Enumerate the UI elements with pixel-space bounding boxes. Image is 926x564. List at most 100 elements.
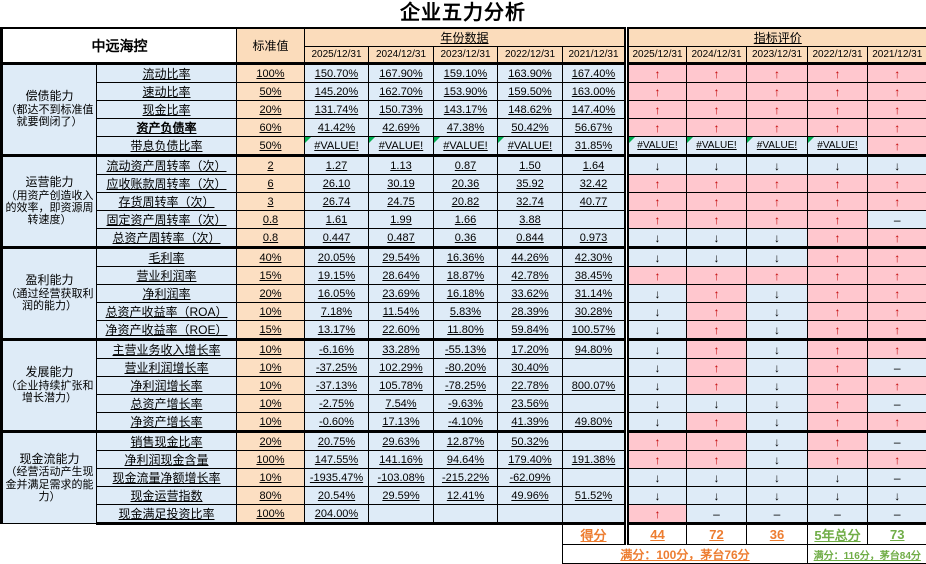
year-value-cell[interactable]: 0.36 bbox=[434, 229, 498, 248]
eval-cell-up[interactable]: ↑ bbox=[868, 413, 926, 432]
year-value-cell[interactable]: 0.844 bbox=[498, 229, 563, 248]
eval-cell-up[interactable]: ↑ bbox=[868, 193, 926, 211]
eval-cell-up[interactable]: ↑ bbox=[687, 267, 747, 285]
year-value-cell[interactable]: 30.28% bbox=[563, 303, 627, 321]
eval-cell-error[interactable]: #VALUE! bbox=[687, 137, 747, 156]
eval-date-header-cell[interactable]: 2024/12/31 bbox=[687, 47, 747, 64]
eval-cell-down[interactable]: ↓ bbox=[747, 377, 808, 395]
eval-cell-down[interactable]: ↓ bbox=[747, 413, 808, 432]
year-value-cell[interactable]: 16.18% bbox=[434, 285, 498, 303]
year-value-cell[interactable] bbox=[434, 505, 498, 524]
indicator-label-cell[interactable]: 固定资产周转率（次） bbox=[97, 211, 237, 229]
year-value-cell[interactable]: 29.54% bbox=[369, 248, 434, 267]
year-value-cell[interactable] bbox=[563, 505, 627, 524]
year-value-cell[interactable]: 19.15% bbox=[305, 267, 369, 285]
year-value-cell[interactable]: 23.69% bbox=[369, 285, 434, 303]
eval-cell-up[interactable]: ↑ bbox=[687, 359, 747, 377]
year-value-cell[interactable]: 17.20% bbox=[498, 340, 563, 359]
year-value-cell[interactable]: 20.82 bbox=[434, 193, 498, 211]
indicator-label-cell[interactable]: 现金比率 bbox=[97, 101, 237, 119]
eval-cell-up[interactable]: ↑ bbox=[627, 101, 687, 119]
standard-value-cell[interactable]: 15% bbox=[237, 267, 305, 285]
year-value-cell[interactable]: 179.40% bbox=[498, 451, 563, 469]
year-value-cell[interactable] bbox=[563, 211, 627, 229]
eval-cell-down[interactable]: ↓ bbox=[627, 285, 687, 303]
eval-cell-down[interactable]: ↓ bbox=[747, 248, 808, 267]
year-value-cell[interactable]: 12.87% bbox=[434, 432, 498, 451]
year-value-cell[interactable]: 191.38% bbox=[563, 451, 627, 469]
eval-cell-up[interactable]: ↑ bbox=[687, 285, 747, 303]
eval-cell-down[interactable]: ↓ bbox=[627, 413, 687, 432]
indicator-label-cell[interactable]: 带息负债比率 bbox=[97, 137, 237, 156]
indicator-label-cell[interactable]: 总资产增长率 bbox=[97, 395, 237, 413]
year-value-cell[interactable]: 22.60% bbox=[369, 321, 434, 340]
eval-cell-dash[interactable]: – bbox=[868, 395, 926, 413]
year-value-cell[interactable]: 147.40% bbox=[563, 101, 627, 119]
eval-cell-up[interactable]: ↑ bbox=[808, 175, 868, 193]
year-value-cell[interactable]: -6.16% bbox=[305, 340, 369, 359]
eval-cell-up[interactable]: ↑ bbox=[627, 267, 687, 285]
eval-cell-dash[interactable]: – bbox=[747, 505, 808, 524]
year-value-cell[interactable] bbox=[498, 505, 563, 524]
standard-value-cell[interactable]: 3 bbox=[237, 193, 305, 211]
year-value-cell[interactable]: 163.90% bbox=[498, 64, 563, 83]
indicator-label-cell[interactable]: 应收账款周转率（次） bbox=[97, 175, 237, 193]
year-value-cell[interactable]: 35.92 bbox=[498, 175, 563, 193]
eval-cell-error[interactable]: #VALUE! bbox=[808, 137, 868, 156]
year-date-header-cell[interactable]: 2023/12/31 bbox=[434, 47, 498, 64]
year-value-cell[interactable]: #VALUE! bbox=[498, 137, 563, 156]
year-date-header-cell[interactable]: 2021/12/31 bbox=[563, 47, 627, 64]
year-value-cell[interactable]: 0.487 bbox=[369, 229, 434, 248]
eval-cell-dash[interactable]: – bbox=[808, 505, 868, 524]
standard-value-cell[interactable]: 10% bbox=[237, 340, 305, 359]
standard-value-cell[interactable]: 10% bbox=[237, 377, 305, 395]
standard-value-cell[interactable]: 15% bbox=[237, 321, 305, 340]
eval-cell-down[interactable]: ↓ bbox=[627, 248, 687, 267]
eval-cell-up[interactable]: ↑ bbox=[868, 229, 926, 248]
year-value-cell[interactable]: -9.63% bbox=[434, 395, 498, 413]
eval-cell-up[interactable]: ↑ bbox=[808, 395, 868, 413]
indicator-label-cell[interactable]: 总资产周转率（次） bbox=[97, 229, 237, 248]
eval-cell-up[interactable]: ↑ bbox=[687, 451, 747, 469]
year-value-cell[interactable]: 147.55% bbox=[305, 451, 369, 469]
eval-cell-up[interactable]: ↑ bbox=[808, 413, 868, 432]
eval-cell-up[interactable]: ↑ bbox=[868, 267, 926, 285]
standard-value-cell[interactable]: 100% bbox=[237, 64, 305, 83]
year-value-cell[interactable]: 30.19 bbox=[369, 175, 434, 193]
eval-cell-down[interactable]: ↓ bbox=[747, 285, 808, 303]
year-value-cell[interactable]: 41.42% bbox=[305, 119, 369, 137]
eval-cell-up[interactable]: ↑ bbox=[868, 340, 926, 359]
indicator-label-cell[interactable]: 主营业务收入增长率 bbox=[97, 340, 237, 359]
indicator-label-cell[interactable]: 速动比率 bbox=[97, 83, 237, 101]
eval-cell-down[interactable]: ↓ bbox=[687, 395, 747, 413]
standard-value-cell[interactable]: 20% bbox=[237, 432, 305, 451]
year-value-cell[interactable]: 42.69% bbox=[369, 119, 434, 137]
indicator-label-cell[interactable]: 净资产增长率 bbox=[97, 413, 237, 432]
year-value-cell[interactable]: 38.45% bbox=[563, 267, 627, 285]
standard-value-cell[interactable]: 6 bbox=[237, 175, 305, 193]
year-value-cell[interactable]: 163.00% bbox=[563, 83, 627, 101]
eval-cell-down[interactable]: ↓ bbox=[687, 248, 747, 267]
indicator-label-cell[interactable]: 流动资产周转率（次） bbox=[97, 156, 237, 175]
indicator-label-cell[interactable]: 净利润率 bbox=[97, 285, 237, 303]
eval-cell-down[interactable]: ↓ bbox=[627, 469, 687, 487]
year-value-cell[interactable]: -4.10% bbox=[434, 413, 498, 432]
eval-date-header-cell[interactable]: 2023/12/31 bbox=[747, 47, 808, 64]
eval-cell-up[interactable]: ↑ bbox=[687, 303, 747, 321]
eval-cell-up[interactable]: ↑ bbox=[868, 321, 926, 340]
eval-cell-down[interactable]: ↓ bbox=[687, 487, 747, 505]
eval-cell-down[interactable]: ↓ bbox=[747, 432, 808, 451]
total-value-cell[interactable]: 73 bbox=[868, 524, 926, 545]
eval-cell-up[interactable]: ↑ bbox=[808, 64, 868, 83]
eval-cell-up[interactable]: ↑ bbox=[808, 101, 868, 119]
eval-cell-up[interactable]: ↑ bbox=[868, 119, 926, 137]
eval-cell-down[interactable]: ↓ bbox=[687, 229, 747, 248]
year-value-cell[interactable]: 102.29% bbox=[369, 359, 434, 377]
eval-cell-down[interactable]: ↓ bbox=[747, 303, 808, 321]
eval-cell-down[interactable]: ↓ bbox=[627, 156, 687, 175]
indicator-label-cell[interactable]: 营业利润率 bbox=[97, 267, 237, 285]
year-value-cell[interactable]: 17.13% bbox=[369, 413, 434, 432]
year-value-cell[interactable]: 18.87% bbox=[434, 267, 498, 285]
year-value-cell[interactable] bbox=[369, 505, 434, 524]
eval-cell-up[interactable]: ↑ bbox=[808, 83, 868, 101]
